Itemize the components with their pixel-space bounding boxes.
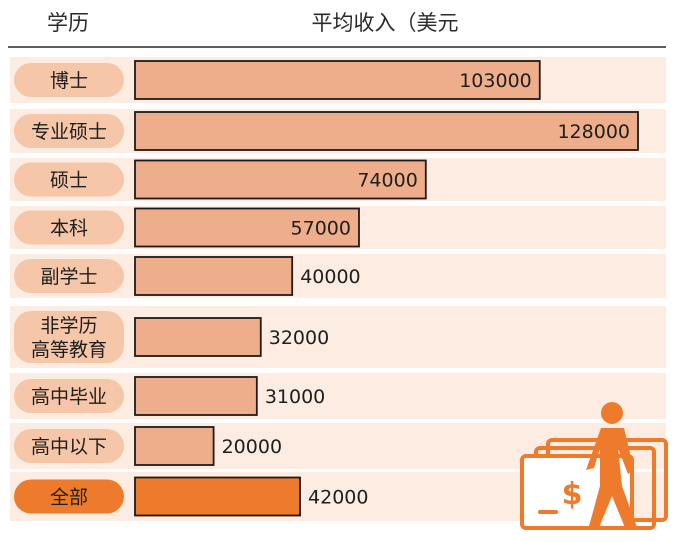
- category-label: 专业硕士: [31, 121, 107, 143]
- bar: [134, 60, 541, 100]
- value-label: 20000: [222, 436, 282, 458]
- category-label: 全部: [50, 487, 88, 509]
- category-header: 学历: [47, 11, 89, 35]
- value-label: 128000: [557, 121, 630, 143]
- category-pill: [14, 210, 124, 245]
- value-label: 32000: [269, 327, 329, 349]
- category-pill: [14, 162, 124, 197]
- bar-row: 博士 103000: [10, 57, 666, 103]
- bar-row: 副学士 40000: [10, 254, 666, 298]
- svg-text:$: $: [562, 477, 583, 512]
- bar-row: 高中毕业 31000: [10, 373, 666, 419]
- value-header: 平均收入（美元: [312, 11, 459, 35]
- category-label: 非学历: [40, 315, 97, 337]
- category-pill: [14, 379, 124, 413]
- bar: [134, 256, 294, 296]
- chart-rows: 博士 103000 专业硕士 128000 硕士 74000 本科 57000 副学士 40000…: [10, 57, 666, 521]
- category-label: 本科: [50, 218, 88, 240]
- category-label: 硕士: [50, 170, 88, 192]
- category-label: 高中毕业: [31, 386, 107, 408]
- value-label: 31000: [265, 386, 325, 408]
- category-label: 高等教育: [31, 339, 107, 361]
- bar: [134, 111, 639, 151]
- bar: [134, 476, 301, 517]
- person-carrying-money-icon: $: [520, 402, 668, 530]
- bar-row: 专业硕士 128000: [10, 109, 666, 153]
- category-pill: [14, 429, 124, 463]
- category-label: 高中以下: [31, 436, 107, 458]
- bar-row: 硕士 74000: [10, 158, 666, 201]
- bar-row: 本科 57000: [10, 206, 666, 249]
- value-label: 57000: [291, 218, 351, 240]
- bar: [134, 207, 360, 248]
- value-label: 40000: [300, 266, 360, 288]
- category-label: 博士: [50, 70, 88, 92]
- category-pill: [14, 479, 124, 514]
- bar: [134, 376, 258, 416]
- category-pill: [14, 114, 124, 148]
- category-pill: [14, 63, 124, 97]
- value-label: 42000: [308, 487, 368, 509]
- category-pill: [14, 311, 124, 363]
- bar: [134, 159, 427, 200]
- category-pill: [14, 259, 124, 293]
- value-label: 103000: [459, 70, 532, 92]
- bar: [134, 317, 262, 357]
- value-label: 74000: [357, 170, 417, 192]
- category-label: 副学士: [40, 266, 97, 288]
- bar: [134, 426, 215, 466]
